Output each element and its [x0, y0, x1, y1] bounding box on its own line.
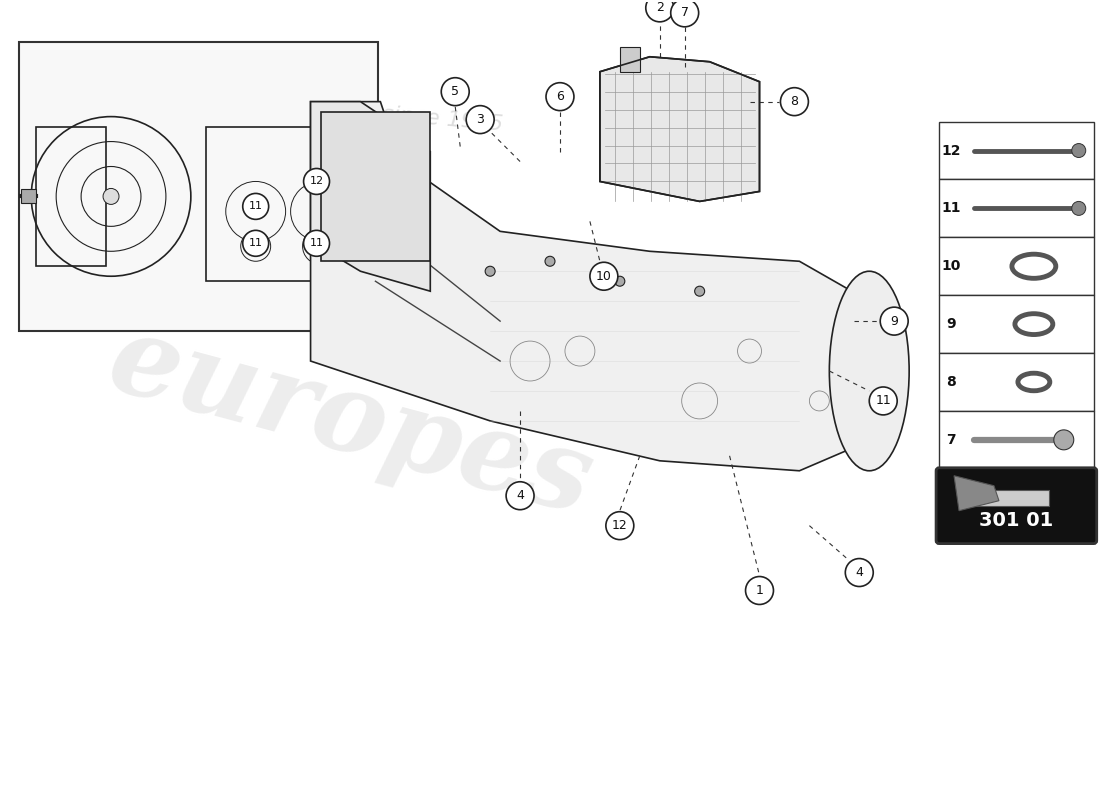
Circle shape — [695, 286, 705, 296]
Text: 9: 9 — [946, 317, 956, 331]
Circle shape — [615, 276, 625, 286]
Circle shape — [243, 230, 268, 256]
Text: 11: 11 — [309, 238, 323, 248]
Circle shape — [606, 512, 634, 540]
Text: 12: 12 — [309, 177, 323, 186]
Circle shape — [781, 88, 808, 116]
Polygon shape — [954, 476, 999, 510]
Bar — [206, 126, 361, 282]
Circle shape — [880, 307, 909, 335]
Bar — [939, 122, 1093, 179]
Bar — [939, 179, 1093, 238]
Circle shape — [746, 577, 773, 605]
FancyBboxPatch shape — [936, 468, 1097, 544]
Circle shape — [441, 78, 470, 106]
Circle shape — [466, 106, 494, 134]
Text: 10: 10 — [942, 259, 960, 274]
Circle shape — [544, 256, 556, 266]
Bar — [320, 112, 430, 262]
Ellipse shape — [829, 271, 910, 470]
Text: 5: 5 — [451, 85, 459, 98]
Circle shape — [304, 169, 330, 194]
Text: 10: 10 — [596, 270, 612, 282]
Text: 12: 12 — [612, 519, 628, 532]
FancyBboxPatch shape — [20, 42, 378, 331]
Bar — [619, 46, 640, 72]
Text: 11: 11 — [876, 394, 891, 407]
Text: 8: 8 — [946, 375, 956, 389]
Text: 11: 11 — [942, 202, 960, 215]
Polygon shape — [310, 102, 869, 470]
Circle shape — [304, 230, 330, 256]
Circle shape — [1071, 143, 1086, 158]
Text: 11: 11 — [249, 202, 263, 211]
Bar — [36, 126, 106, 266]
Circle shape — [506, 482, 534, 510]
Text: 301 01: 301 01 — [979, 511, 1054, 530]
Text: 12: 12 — [942, 143, 960, 158]
Text: 3: 3 — [476, 113, 484, 126]
Circle shape — [590, 262, 618, 290]
Circle shape — [485, 266, 495, 276]
Bar — [939, 469, 1093, 526]
Text: 6: 6 — [556, 90, 564, 103]
Polygon shape — [600, 57, 759, 202]
Text: 7: 7 — [681, 6, 689, 19]
Text: 1: 1 — [756, 584, 763, 597]
Circle shape — [1054, 430, 1074, 450]
Text: 11: 11 — [249, 238, 263, 248]
Text: 4: 4 — [516, 490, 524, 502]
Text: 6: 6 — [946, 490, 956, 505]
Bar — [939, 295, 1093, 353]
Bar — [969, 490, 1048, 506]
Text: 9: 9 — [890, 314, 898, 328]
Circle shape — [671, 0, 698, 27]
Circle shape — [845, 558, 873, 586]
Circle shape — [103, 189, 119, 205]
Text: a passion found since 1985: a passion found since 1985 — [198, 88, 504, 135]
Bar — [21, 190, 36, 203]
Text: 7: 7 — [946, 433, 956, 447]
Bar — [939, 353, 1093, 411]
Bar — [939, 238, 1093, 295]
Text: europes: europes — [98, 305, 604, 537]
Polygon shape — [310, 102, 430, 291]
Text: 2: 2 — [656, 2, 663, 14]
Circle shape — [646, 0, 673, 22]
Text: 4: 4 — [856, 566, 864, 579]
Circle shape — [243, 194, 268, 219]
Circle shape — [1071, 202, 1086, 215]
Bar — [939, 411, 1093, 469]
Circle shape — [546, 82, 574, 110]
Text: 8: 8 — [791, 95, 799, 108]
Circle shape — [869, 387, 898, 415]
